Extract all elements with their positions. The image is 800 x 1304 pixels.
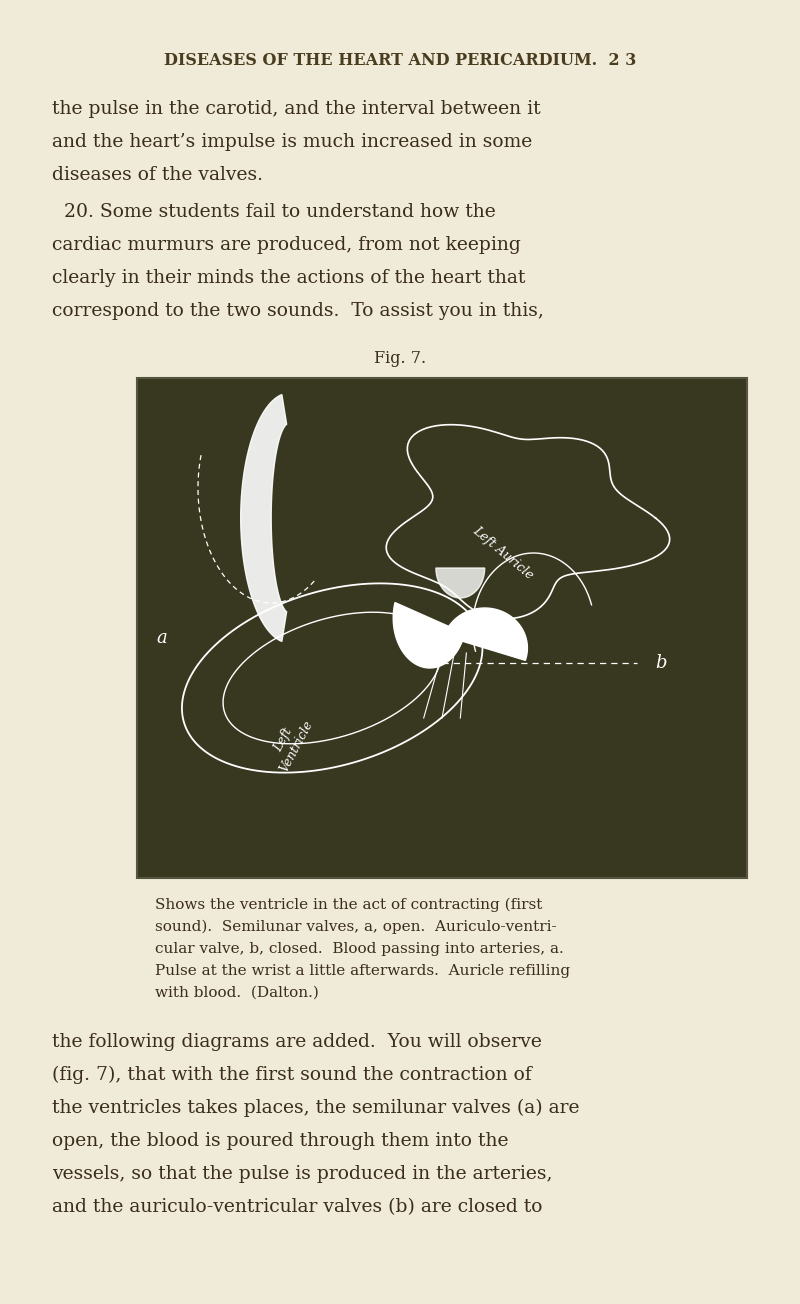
Text: with blood.  (Dalton.): with blood. (Dalton.) <box>155 986 319 1000</box>
Text: vessels, so that the pulse is produced in the arteries,: vessels, so that the pulse is produced i… <box>52 1164 553 1183</box>
Polygon shape <box>241 395 286 642</box>
Text: and the heart’s impulse is much increased in some: and the heart’s impulse is much increase… <box>52 133 532 151</box>
Text: Shows the ventricle in the act of contracting (first: Shows the ventricle in the act of contra… <box>155 898 542 913</box>
Polygon shape <box>394 602 465 668</box>
Text: clearly in their minds the actions of the heart that: clearly in their minds the actions of th… <box>52 269 526 287</box>
Text: sound).  Semilunar valves, a, open.  Auriculo-ventri-: sound). Semilunar valves, a, open. Auric… <box>155 921 557 935</box>
FancyBboxPatch shape <box>137 378 747 878</box>
Text: Fig. 7.: Fig. 7. <box>374 349 426 366</box>
Text: a: a <box>156 629 166 647</box>
Text: Left
Ventricle: Left Ventricle <box>264 712 315 775</box>
Text: Left Auricle: Left Auricle <box>470 524 536 582</box>
Text: Pulse at the wrist a little afterwards.  Auricle refilling: Pulse at the wrist a little afterwards. … <box>155 964 570 978</box>
Polygon shape <box>444 608 527 660</box>
Text: the ventricles takes places, the semilunar valves (a) are: the ventricles takes places, the semilun… <box>52 1099 579 1118</box>
Text: DISEASES OF THE HEART AND PERICARDIUM.  2 3: DISEASES OF THE HEART AND PERICARDIUM. 2… <box>164 52 636 69</box>
Text: open, the blood is poured through them into the: open, the blood is poured through them i… <box>52 1132 509 1150</box>
Text: the following diagrams are added.  You will observe: the following diagrams are added. You wi… <box>52 1033 542 1051</box>
Text: cardiac murmurs are produced, from not keeping: cardiac murmurs are produced, from not k… <box>52 236 521 254</box>
Text: correspond to the two sounds.  To assist you in this,: correspond to the two sounds. To assist … <box>52 303 544 319</box>
Text: the pulse in the carotid, and the interval between it: the pulse in the carotid, and the interv… <box>52 100 541 117</box>
Polygon shape <box>436 569 485 599</box>
Text: b: b <box>655 655 667 672</box>
Text: (fig. 7), that with the first sound the contraction of: (fig. 7), that with the first sound the … <box>52 1065 532 1084</box>
Text: diseases of the valves.: diseases of the valves. <box>52 166 263 184</box>
Text: 20. Some students fail to understand how the: 20. Some students fail to understand how… <box>52 203 496 220</box>
Text: cular valve, b, closed.  Blood passing into arteries, a.: cular valve, b, closed. Blood passing in… <box>155 941 564 956</box>
Text: and the auriculo-ventricular valves (b) are closed to: and the auriculo-ventricular valves (b) … <box>52 1198 542 1217</box>
